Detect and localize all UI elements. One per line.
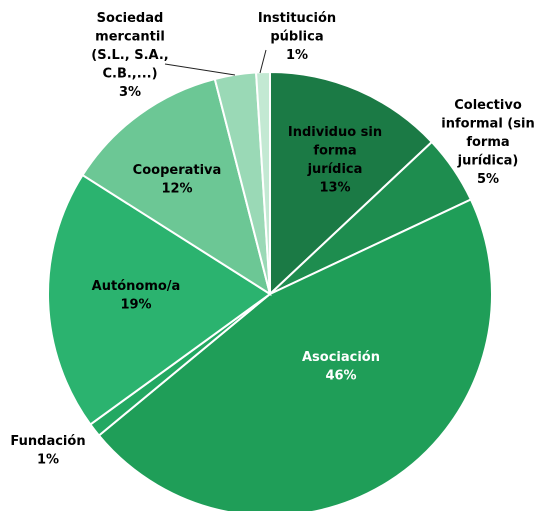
slice-value-cooperativa: 12% [161, 182, 192, 197]
slice-value-autonomo-a: 19% [120, 298, 151, 313]
slice-value-fundacion: 1% [37, 453, 59, 468]
slice-value-asociacion: 46% [325, 369, 356, 384]
slice-value-colectivo-informal-sin-forma-juridica: 5% [477, 172, 499, 187]
slice-value-institucion-publica: 1% [286, 48, 308, 63]
slice-label-sociedad-mercantil-s-l-s-a-c-b: Sociedad mercantil (S.L., S.A., C.B.,...) 3% [91, 11, 168, 100]
pie-slice-asociacion [97, 198, 493, 511]
slice-label-asociacion: Asociación 46% [302, 350, 380, 384]
pie-slice-cooperativa [81, 77, 272, 297]
pie-slice-institucion-publica [254, 70, 271, 295]
leader-line-sociedad-mercantil-s-l-s-a-c-b [164, 63, 236, 76]
slice-label-autonomo-a: Autónomo/a 19% [92, 279, 181, 313]
pie-slice-autonomo-a [47, 173, 272, 426]
slice-value-individuo-sin-forma-juridica: 13% [319, 181, 350, 196]
leader-line-institucion-publica [259, 49, 267, 74]
slice-label-institucion-publica: Institución pública 1% [258, 11, 336, 63]
slice-label-fundacion: Fundación 1% [10, 434, 85, 468]
slice-label-cooperativa: Cooperativa 12% [133, 163, 222, 197]
slice-value-sociedad-mercantil-s-l-s-a-c-b: 3% [119, 85, 141, 100]
slice-label-individuo-sin-forma-juridica: Individuo sin forma jurídica 13% [288, 125, 382, 196]
pie-slice-individuo-sin-forma-juridica [269, 70, 434, 297]
slice-label-colectivo-informal-sin-forma-juridica: Colectivo informal (sin forma jurídica) 5% [441, 98, 534, 187]
